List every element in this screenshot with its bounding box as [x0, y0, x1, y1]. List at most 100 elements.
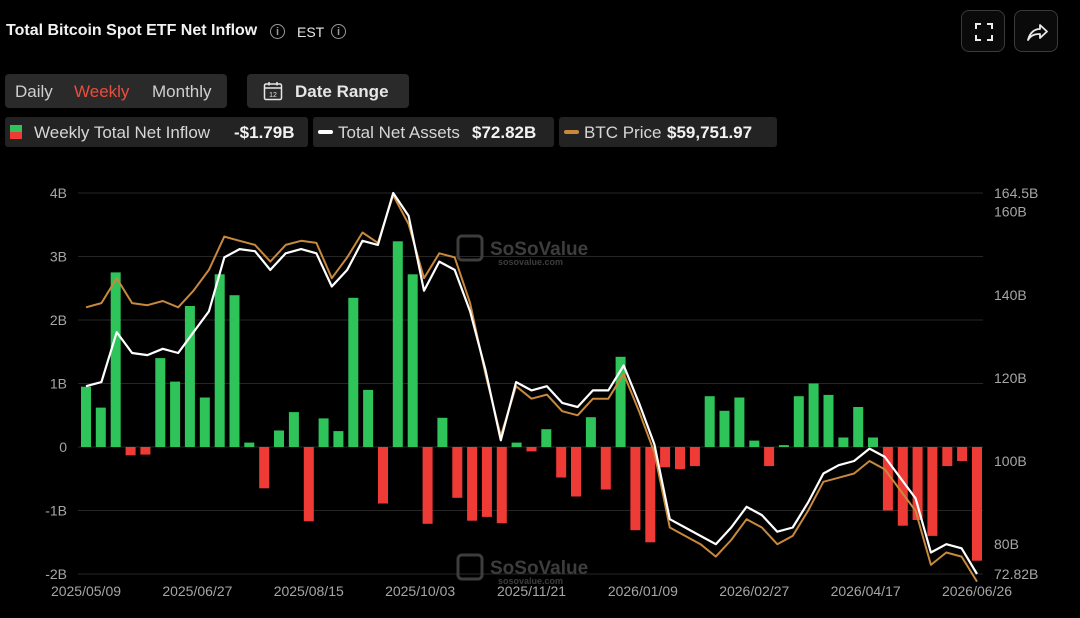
inflow-bar[interactable]: [675, 447, 685, 470]
inflow-bar[interactable]: [318, 418, 329, 447]
inflow-bar[interactable]: [348, 297, 359, 447]
inflow-bar[interactable]: [615, 356, 626, 447]
right-tick-label: 160B: [994, 204, 1027, 220]
inflow-bar[interactable]: [823, 394, 834, 447]
fullscreen-button[interactable]: [961, 10, 1005, 52]
inflow-bar[interactable]: [229, 295, 240, 447]
left-axis: 4B 3B 2B 1B 0 -1B -2B: [45, 185, 67, 582]
watermark-domain: sosovalue.com: [498, 576, 563, 586]
inflow-bar[interactable]: [170, 381, 181, 447]
timezone-info-icon[interactable]: i: [331, 24, 346, 39]
inflow-bar[interactable]: [244, 442, 255, 447]
inflow-bar[interactable]: [808, 383, 819, 448]
legend-inflow[interactable]: Weekly Total Net Inflow -$1.79B: [5, 117, 308, 147]
legend-inflow-value: -$1.79B: [234, 123, 295, 142]
btc-price-line: [85, 194, 978, 583]
inflow-bar[interactable]: [912, 447, 923, 520]
price-swatch-icon: [564, 130, 579, 134]
inflow-bar[interactable]: [972, 447, 982, 561]
inflow-swatch-icon: [10, 125, 22, 139]
calendar-icon-text: 12: [269, 92, 277, 99]
inflow-bar[interactable]: [422, 447, 433, 524]
inflow-bar[interactable]: [600, 447, 611, 490]
share-button[interactable]: [1014, 10, 1058, 52]
inflow-bar[interactable]: [541, 429, 552, 447]
legend-price[interactable]: BTC Price $59,751.97: [559, 117, 777, 147]
inflow-bar[interactable]: [585, 417, 596, 447]
inflow-bar[interactable]: [392, 241, 403, 447]
x-tick-label: 2025/05/09: [51, 583, 121, 599]
inflow-bar[interactable]: [719, 410, 730, 447]
inflow-bar[interactable]: [274, 430, 284, 448]
inflow-bar[interactable]: [778, 445, 789, 447]
inflow-bar[interactable]: [259, 447, 270, 489]
inflow-bar[interactable]: [942, 447, 953, 467]
legend-price-label: BTC Price: [584, 123, 662, 142]
inflow-bar[interactable]: [452, 447, 463, 498]
tab-daily[interactable]: Daily: [15, 82, 53, 101]
tab-monthly[interactable]: Monthly: [152, 82, 212, 101]
x-axis: 2025/05/09 2025/06/27 2025/08/15 2025/10/03…: [51, 583, 1012, 599]
right-tick-label: 72.82B: [994, 566, 1038, 582]
inflow-chart[interactable]: SoSoValue sosovalue.com SoSoValue sosova…: [0, 170, 1080, 618]
inflow-bar[interactable]: [793, 396, 804, 447]
inflow-bar[interactable]: [630, 447, 641, 531]
inflow-bar[interactable]: [838, 437, 849, 448]
date-range-button[interactable]: 12 Date Range: [247, 74, 409, 108]
inflow-bar[interactable]: [571, 447, 581, 497]
inflow-bar[interactable]: [526, 447, 537, 452]
inflow-bar[interactable]: [110, 272, 121, 447]
info-icon[interactable]: i: [270, 24, 285, 39]
inflow-bar[interactable]: [645, 447, 656, 543]
left-tick-label: -1B: [45, 503, 67, 519]
inflow-bar[interactable]: [95, 407, 106, 447]
inflow-bar[interactable]: [303, 447, 314, 522]
inflow-bar[interactable]: [288, 412, 299, 447]
inflow-bar[interactable]: [407, 274, 418, 447]
inflow-bar[interactable]: [868, 437, 878, 448]
inflow-bar[interactable]: [734, 397, 745, 448]
right-tick-label: 140B: [994, 287, 1027, 303]
watermark-brand: SoSoValue: [490, 558, 588, 579]
x-tick-label: 2025/10/03: [385, 583, 455, 599]
inflow-bar[interactable]: [897, 447, 908, 526]
right-tick-label: 120B: [994, 370, 1027, 386]
inflow-bar[interactable]: [556, 447, 567, 478]
left-tick-label: 2B: [50, 312, 67, 328]
inflow-bar[interactable]: [853, 407, 864, 447]
watermark-brand: SoSoValue: [490, 239, 588, 260]
inflow-bar[interactable]: [704, 396, 715, 447]
left-tick-label: 3B: [50, 249, 67, 265]
legend-assets[interactable]: Total Net Assets $72.82B: [313, 117, 554, 147]
inflow-bar[interactable]: [927, 447, 938, 536]
inflow-bar[interactable]: [481, 447, 492, 517]
x-tick-label: 2026/01/09: [608, 583, 678, 599]
inflow-bar[interactable]: [467, 447, 478, 521]
inflow-bar[interactable]: [764, 447, 775, 467]
inflow-bar[interactable]: [882, 447, 893, 511]
x-tick-label: 2025/08/15: [274, 583, 344, 599]
inflow-bar[interactable]: [199, 397, 210, 448]
inflow-bar[interactable]: [957, 447, 968, 461]
inflow-bar[interactable]: [496, 447, 507, 524]
chart-title: Total Bitcoin Spot ETF Net Inflow: [6, 22, 258, 39]
legend-inflow-label: Weekly Total Net Inflow: [34, 123, 211, 142]
tab-weekly[interactable]: Weekly: [74, 82, 130, 101]
inflow-bar[interactable]: [378, 447, 388, 504]
inflow-bar[interactable]: [333, 431, 344, 447]
inflow-bars: [81, 241, 982, 561]
inflow-bar[interactable]: [749, 440, 760, 447]
inflow-bar[interactable]: [155, 358, 166, 447]
inflow-bar[interactable]: [81, 386, 91, 447]
right-tick-label: 80B: [994, 536, 1019, 552]
inflow-bar[interactable]: [660, 447, 671, 468]
inflow-bar[interactable]: [214, 274, 225, 447]
inflow-bar[interactable]: [125, 447, 136, 456]
total-net-assets-line: [85, 191, 978, 575]
inflow-bar[interactable]: [689, 447, 700, 467]
inflow-bar[interactable]: [437, 417, 448, 447]
inflow-bar[interactable]: [140, 447, 151, 455]
inflow-bar[interactable]: [511, 442, 522, 447]
inflow-bar[interactable]: [184, 306, 195, 447]
inflow-bar[interactable]: [363, 389, 374, 447]
